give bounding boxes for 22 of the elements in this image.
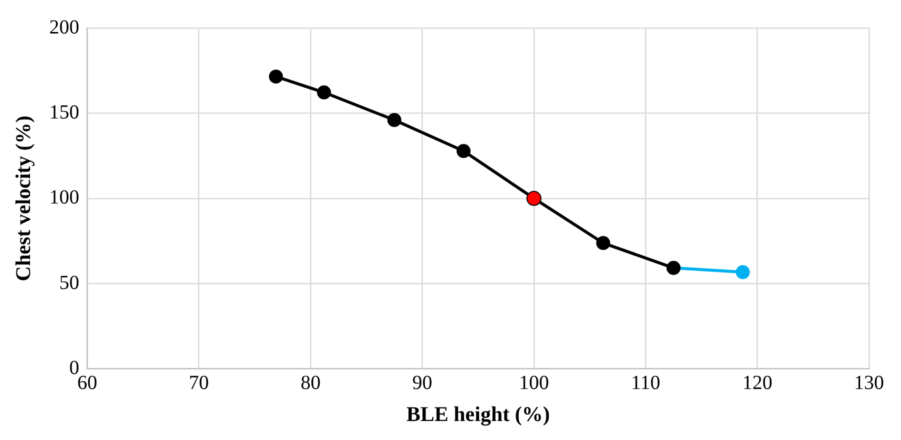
y-tick-label: 150 bbox=[49, 101, 80, 124]
x-axis-title: BLE height (%) bbox=[406, 402, 550, 426]
x-tick-label: 100 bbox=[518, 372, 549, 394]
x-tick-label: 130 bbox=[854, 372, 884, 394]
point bbox=[526, 190, 542, 206]
x-tick-label: 70 bbox=[188, 372, 209, 394]
point bbox=[316, 85, 331, 100]
y-tick-label: 200 bbox=[49, 16, 80, 38]
point bbox=[596, 236, 610, 250]
x-tick-label: 120 bbox=[742, 372, 772, 394]
point bbox=[456, 144, 471, 158]
point bbox=[387, 113, 402, 128]
x-tick-label: 110 bbox=[630, 372, 660, 394]
x-tick-label: 60 bbox=[77, 372, 98, 394]
point bbox=[268, 70, 283, 84]
x-tick-label: 80 bbox=[300, 372, 321, 394]
point bbox=[736, 265, 750, 280]
y-axis-title: Chest velocity (%) bbox=[11, 116, 36, 282]
y-tick-label: 0 bbox=[69, 357, 80, 380]
y-tick-label: 100 bbox=[49, 186, 80, 209]
y-tick-label: 50 bbox=[59, 272, 80, 294]
x-tick-label: 90 bbox=[412, 372, 432, 394]
